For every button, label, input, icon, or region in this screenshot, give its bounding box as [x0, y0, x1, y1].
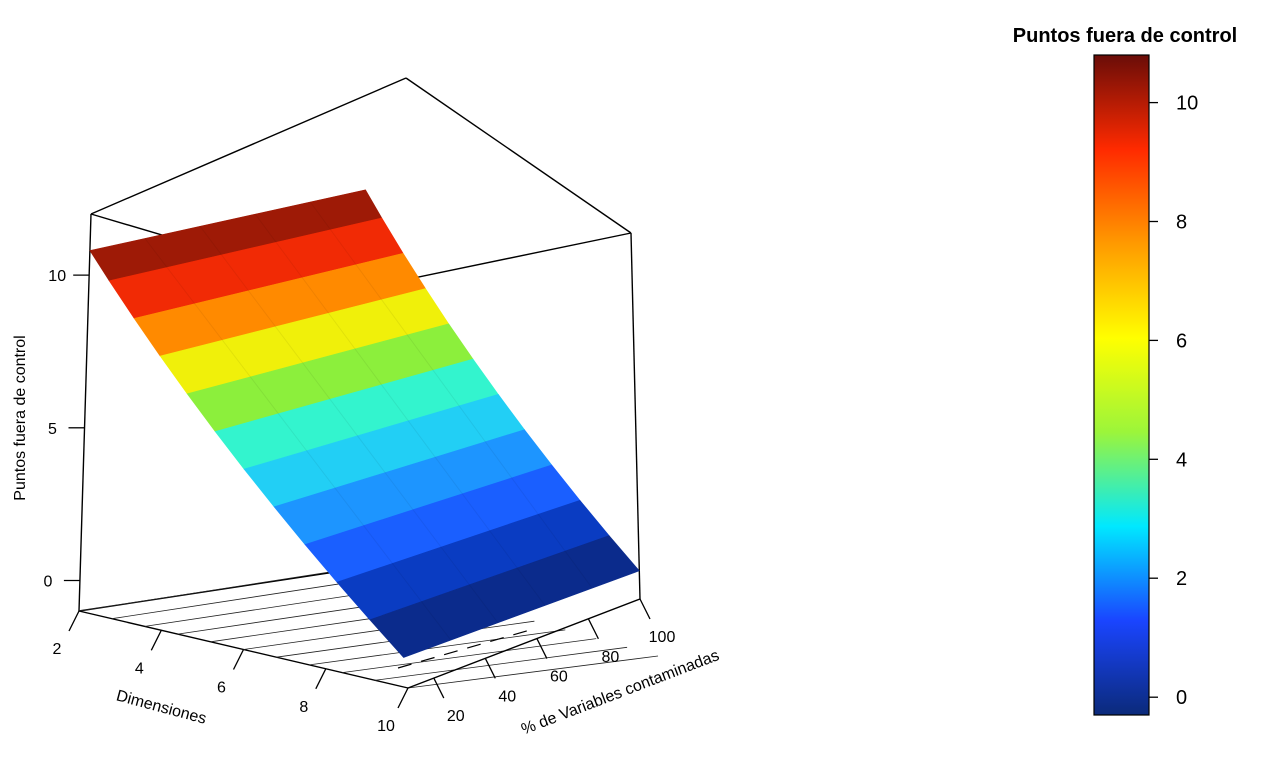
colorbar-tick-label: 10: [1176, 93, 1198, 115]
floor-grid-line: [111, 577, 380, 620]
floor-grid-line: [407, 655, 659, 689]
z-tick-label: 10: [48, 268, 66, 285]
y-tick-label: 60: [550, 669, 568, 686]
box-edge-right-top: [405, 77, 632, 234]
x-tick: [68, 610, 80, 632]
floor-grid-line: [78, 568, 350, 612]
x-tick-label: 10: [377, 718, 395, 735]
x-tick-label: 2: [53, 641, 62, 658]
colorbar-tick-label: 8: [1176, 212, 1187, 234]
surface-mesh-line: [199, 225, 499, 624]
z-axis-title: Puntos fuera de control: [12, 335, 29, 500]
x-tick: [315, 668, 327, 690]
x-axis: 2 4 6 8 10: [53, 610, 409, 735]
floor-grid-line: [375, 646, 628, 681]
colorbar-tick-label: 2: [1176, 568, 1187, 590]
y-tick: [639, 598, 651, 620]
y-tick: [484, 658, 496, 679]
colorbar-ticks: 0 2 4 6 8 10: [1149, 93, 1198, 709]
x-tick-label: 6: [217, 680, 226, 697]
floor-grid-line: [342, 638, 597, 673]
surface-mesh-line: [254, 213, 546, 606]
box-edge-right-bottom: [407, 598, 641, 689]
surface-mesh-line: [309, 201, 593, 589]
x-tick: [232, 649, 245, 670]
x-tick: [150, 630, 162, 651]
box-edge-back-top: [90, 77, 407, 215]
x-tick-label: 8: [299, 699, 308, 716]
floor-grid-line: [309, 629, 566, 666]
y-tick: [536, 638, 548, 659]
box-edge-left-vertical: [78, 213, 92, 612]
surface-mesh-line: [144, 238, 452, 641]
y-tick-label: 20: [447, 708, 465, 725]
y-axis: 20 40 60 80 100: [433, 598, 676, 725]
box-edge-right-vertical: [630, 232, 641, 600]
y-tick-label: 40: [498, 688, 516, 705]
colorbar-tick-label: 0: [1176, 687, 1187, 709]
x-tick-label: 4: [135, 660, 144, 677]
y-tick-label: 100: [649, 629, 676, 646]
z-tick-label: 0: [43, 574, 52, 591]
colorbar-title: Puntos fuera de control: [1013, 25, 1237, 47]
z-tick-label: 5: [48, 421, 57, 438]
x-axis-title: Dimensiones: [114, 687, 208, 727]
z-axis: 0 5 10: [43, 268, 90, 591]
y-tick-label: 80: [602, 649, 620, 666]
colorbar-tick-label: 6: [1176, 330, 1187, 352]
colorbar: Puntos fuera de control 0 2 4 6 8 10: [1013, 25, 1237, 716]
y-tick: [587, 618, 599, 640]
surface-band: [369, 535, 640, 658]
surface: [89, 189, 640, 658]
colorbar-gradient: [1093, 54, 1150, 716]
x-tick: [397, 687, 409, 709]
y-tick: [433, 677, 445, 699]
colorbar-tick-label: 4: [1176, 449, 1187, 471]
